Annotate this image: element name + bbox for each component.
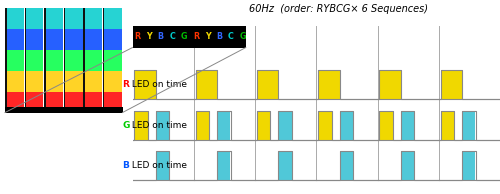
Bar — [134, 70, 156, 99]
Bar — [85, 71, 102, 92]
Text: B: B — [122, 161, 130, 170]
Bar — [46, 71, 63, 92]
Bar — [104, 29, 122, 50]
Bar — [104, 8, 122, 29]
Bar — [66, 92, 82, 113]
Text: B: B — [216, 32, 222, 41]
Text: 60Hz  (order: RYBCG× 6 Sequences): 60Hz (order: RYBCG× 6 Sequences) — [249, 4, 428, 14]
Bar — [380, 111, 393, 140]
Bar — [66, 29, 82, 50]
Bar — [340, 111, 353, 140]
Bar — [440, 70, 462, 99]
Bar — [5, 107, 122, 113]
Bar — [26, 50, 44, 71]
Bar — [340, 151, 353, 180]
Bar — [85, 92, 102, 113]
Bar — [85, 8, 102, 29]
Bar — [6, 92, 24, 113]
Bar — [196, 70, 217, 99]
Bar — [66, 50, 82, 71]
Bar — [217, 111, 230, 140]
Bar — [6, 8, 24, 29]
Bar — [85, 50, 102, 71]
Bar — [46, 50, 63, 71]
Text: LED on time: LED on time — [130, 80, 188, 89]
Text: Y: Y — [146, 32, 152, 41]
Bar — [462, 111, 475, 140]
Bar — [462, 151, 475, 180]
Bar — [46, 8, 63, 29]
Text: B: B — [158, 32, 164, 41]
Bar — [217, 151, 230, 180]
Bar — [66, 8, 82, 29]
Bar — [104, 71, 122, 92]
Bar — [318, 70, 340, 99]
Text: G: G — [181, 32, 188, 41]
Text: G: G — [122, 121, 130, 130]
Bar — [24, 8, 26, 113]
Text: C: C — [170, 32, 175, 41]
Bar — [84, 8, 85, 113]
Bar — [257, 70, 278, 99]
Bar — [26, 8, 44, 29]
Bar — [278, 151, 291, 180]
Bar — [104, 92, 122, 113]
Bar — [156, 111, 169, 140]
Bar — [440, 111, 454, 140]
Text: LED on time: LED on time — [130, 121, 188, 130]
Bar — [46, 29, 63, 50]
Bar — [401, 151, 414, 180]
Text: G: G — [240, 32, 246, 41]
Bar — [6, 50, 24, 71]
Bar — [380, 70, 401, 99]
Bar — [196, 111, 209, 140]
Bar — [6, 71, 24, 92]
Bar — [401, 111, 414, 140]
Bar — [318, 111, 332, 140]
Bar — [66, 71, 82, 92]
Text: C: C — [228, 32, 234, 41]
Bar — [26, 71, 44, 92]
Text: R: R — [134, 32, 140, 41]
Bar — [46, 92, 63, 113]
Text: R: R — [193, 32, 199, 41]
Bar — [85, 29, 102, 50]
Bar — [26, 92, 44, 113]
Bar — [278, 111, 291, 140]
Text: R: R — [122, 80, 130, 89]
Bar — [5, 8, 6, 113]
Bar — [257, 111, 270, 140]
Text: Y: Y — [205, 32, 210, 41]
Bar — [156, 151, 169, 180]
Bar — [132, 26, 246, 48]
Text: LED on time: LED on time — [130, 161, 188, 170]
Bar — [104, 50, 122, 71]
Bar — [134, 111, 148, 140]
Bar — [44, 8, 46, 113]
Bar — [6, 29, 24, 50]
Bar — [103, 8, 104, 113]
Bar — [64, 8, 66, 113]
Bar — [26, 29, 44, 50]
